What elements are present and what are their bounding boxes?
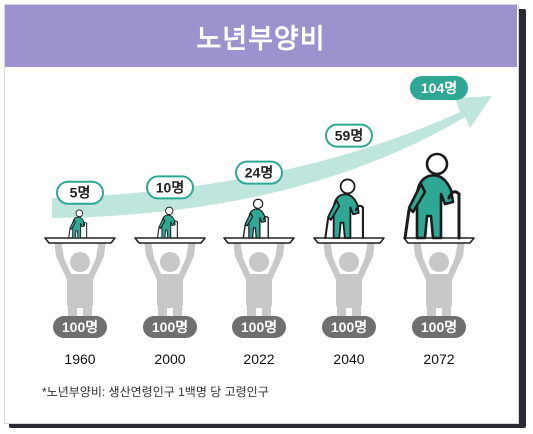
- supporter-figure: [54, 240, 106, 318]
- elderly-figure: [324, 178, 364, 240]
- platform: [134, 237, 206, 244]
- platform: [44, 237, 116, 244]
- elderly-figure: [68, 209, 88, 239]
- title-banner: 노년부양비: [5, 5, 517, 67]
- value-badge: [325, 123, 373, 148]
- value-label: 104명: [421, 80, 457, 96]
- base-label: 100명: [152, 319, 188, 335]
- elderly-figure: [242, 198, 269, 239]
- supporter-figure: [144, 240, 196, 318]
- platform: [313, 237, 385, 244]
- column-1960: 5명 100명 1960: [44, 180, 116, 367]
- value-badge: [410, 76, 468, 100]
- year-label: 1960: [64, 351, 95, 367]
- year-label: 2040: [333, 351, 364, 367]
- column-2072: 104명 100명 2072: [403, 76, 475, 367]
- trend-arrow: [52, 96, 492, 218]
- supporter-figure: [323, 240, 375, 318]
- base-badge: [412, 316, 466, 338]
- value-label: 24명: [245, 165, 273, 181]
- supporter-figure: [233, 240, 285, 318]
- supporter-figure: [413, 240, 465, 318]
- base-badge: [232, 316, 286, 338]
- base-label: 100명: [241, 319, 277, 335]
- value-label: 10명: [156, 179, 184, 195]
- column-2040: 59명 100명 2040: [313, 123, 385, 367]
- column-2000: 10명 100명 2000: [134, 175, 206, 367]
- year-label: 2022: [243, 351, 274, 367]
- footnote: *노년부양비: 생산연령인구 1백명 당 고령인구: [42, 385, 269, 399]
- base-label: 100명: [62, 319, 98, 335]
- value-badge: [235, 160, 283, 185]
- chart-title: 노년부양비: [196, 23, 326, 54]
- elderly-figure: [156, 206, 178, 239]
- elderly-figure: [403, 152, 461, 240]
- column-2022: 24명 100명 2022: [223, 160, 295, 367]
- base-label: 100명: [421, 319, 457, 335]
- platform: [223, 237, 295, 244]
- base-label: 100명: [331, 319, 367, 335]
- year-label: 2000: [154, 351, 185, 367]
- value-label: 5명: [70, 185, 91, 201]
- base-badge: [53, 316, 107, 338]
- value-badge: [146, 175, 194, 200]
- value-badge: [56, 180, 104, 205]
- base-badge: [143, 316, 197, 338]
- base-badge: [322, 316, 376, 338]
- value-label: 59명: [335, 128, 363, 144]
- year-label: 2072: [423, 351, 454, 367]
